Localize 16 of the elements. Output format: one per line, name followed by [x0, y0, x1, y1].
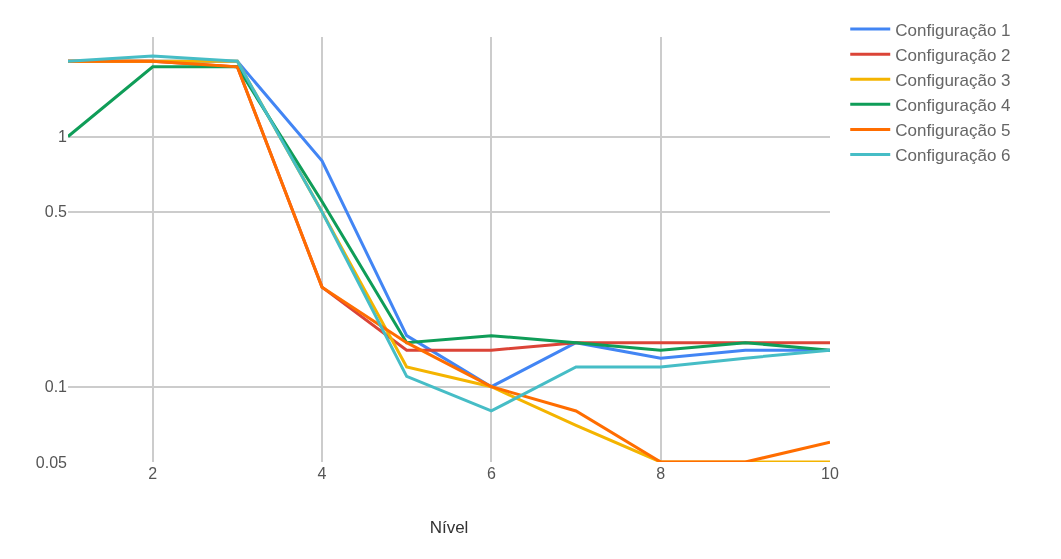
x-tick-label: 2 [148, 465, 158, 482]
y-tick-label: 1 [58, 128, 68, 146]
legend-label: Configuração 2 [895, 45, 1011, 65]
y-tick-label: 0.05 [35, 453, 68, 471]
legend-label: Configuração 4 [895, 95, 1011, 115]
legend-label: Configuração 1 [895, 20, 1011, 40]
y-tick-label: 0.1 [44, 378, 68, 396]
x-axis-title: Nível [429, 518, 469, 538]
x-tick-label: 8 [656, 465, 666, 482]
legend-label: Configuração 6 [895, 146, 1011, 166]
x-tick-label: 4 [317, 465, 327, 482]
y-tick-label: 0.5 [44, 203, 68, 221]
x-tick-label: 10 [821, 465, 839, 482]
x-tick-label: 6 [486, 465, 496, 482]
legend-label: Configuração 3 [895, 70, 1011, 90]
legend-label: Configuração 5 [895, 121, 1011, 141]
